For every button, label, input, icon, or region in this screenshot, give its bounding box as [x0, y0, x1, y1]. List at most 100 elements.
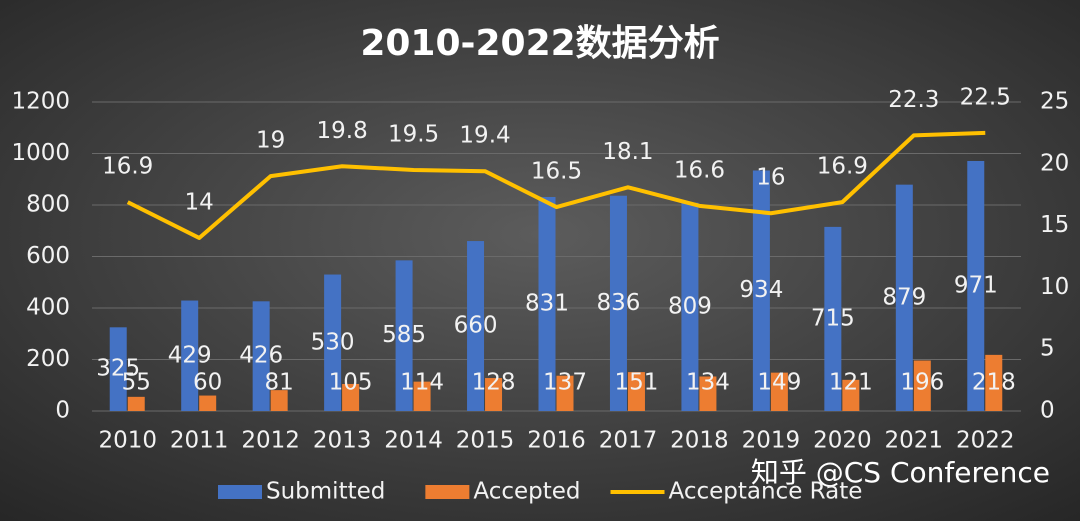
bar	[485, 378, 503, 411]
data-label: 134	[686, 370, 730, 396]
bar	[413, 381, 431, 411]
data-label: 16.9	[817, 154, 868, 180]
bar	[842, 379, 860, 411]
data-label: 934	[739, 277, 783, 303]
bar	[324, 274, 342, 411]
y2-tick-label: 20	[1040, 150, 1069, 176]
bar	[824, 226, 842, 411]
bar	[127, 396, 145, 411]
data-label: 55	[122, 370, 151, 396]
y-tick-label: 200	[26, 346, 70, 372]
data-label: 114	[400, 370, 444, 396]
legend-swatch	[218, 485, 262, 499]
bar	[270, 390, 288, 411]
bar	[985, 354, 1003, 411]
data-label: 19	[256, 128, 285, 154]
data-label: 971	[954, 272, 998, 298]
bar	[252, 301, 270, 411]
data-label: 16.5	[531, 159, 582, 185]
x-tick-label: 2011	[170, 428, 229, 454]
bar	[467, 241, 485, 411]
data-label: 831	[525, 291, 569, 317]
data-label: 325	[96, 356, 140, 382]
data-label: 22.5	[960, 84, 1011, 110]
data-label: 81	[265, 370, 294, 396]
y-tick-label: 1200	[11, 89, 70, 115]
data-label: 879	[882, 284, 926, 310]
bar	[627, 372, 645, 411]
y-tick-label: 400	[26, 295, 70, 321]
bar	[967, 160, 985, 411]
bar	[913, 360, 931, 411]
x-tick-label: 2019	[742, 428, 801, 454]
y-tick-label: 600	[26, 243, 70, 269]
y-tick-label: 0	[55, 398, 70, 424]
bar	[752, 170, 770, 411]
data-label: 19.4	[459, 123, 510, 149]
x-tick-label: 2021	[885, 428, 944, 454]
data-label: 530	[311, 329, 355, 355]
data-label: 16.6	[674, 157, 725, 183]
data-label: 196	[900, 370, 944, 396]
legend-label: Acceptance Rate	[669, 479, 863, 505]
data-label: 22.3	[888, 87, 939, 113]
x-tick-label: 2017	[599, 428, 658, 454]
bar	[556, 375, 574, 411]
legend-label: Submitted	[266, 479, 385, 505]
x-tick-label: 2020	[813, 428, 872, 454]
bar	[109, 327, 127, 411]
data-label: 121	[829, 370, 873, 396]
data-label: 585	[382, 322, 426, 348]
x-tick-label: 2022	[956, 428, 1015, 454]
y-tick-label: 800	[26, 192, 70, 218]
data-label: 105	[329, 370, 373, 396]
data-label: 149	[757, 370, 801, 396]
bar	[681, 202, 699, 411]
data-label: 137	[543, 370, 587, 396]
x-tick-label: 2010	[98, 428, 157, 454]
line	[126, 130, 986, 240]
x-tick-label: 2013	[313, 428, 372, 454]
y2-tick-label: 0	[1040, 398, 1055, 424]
legend-label: Accepted	[473, 479, 580, 505]
data-label: 14	[185, 189, 214, 215]
bar	[609, 195, 627, 411]
bar	[699, 376, 717, 411]
data-label: 19.8	[317, 118, 368, 144]
legend-swatch	[425, 485, 470, 499]
bar	[199, 395, 217, 411]
watermark: 知乎 @CS Conference	[751, 456, 1050, 489]
y2-tick-label: 10	[1040, 274, 1069, 300]
data-label: 715	[811, 305, 855, 331]
x-tick-label: 2016	[527, 428, 586, 454]
data-label: 836	[597, 290, 641, 316]
bar	[342, 383, 360, 411]
bar	[395, 260, 413, 411]
data-label: 809	[668, 293, 712, 319]
data-label: 426	[239, 343, 283, 369]
data-label: 218	[972, 370, 1016, 396]
bar	[770, 372, 788, 411]
data-label: 60	[193, 370, 222, 396]
data-label: 660	[454, 313, 498, 339]
bar	[538, 197, 556, 411]
data-label: 128	[472, 370, 516, 396]
chart-title: 2010-2022数据分析	[360, 23, 719, 64]
data-label: 18.1	[602, 139, 653, 165]
data-label: 16.9	[102, 154, 153, 180]
bar	[895, 184, 913, 411]
y2-tick-label: 25	[1040, 89, 1069, 115]
data-label: 19.5	[388, 121, 439, 147]
y2-tick-label: 5	[1040, 336, 1055, 362]
data-label: 429	[168, 342, 212, 368]
y2-tick-label: 15	[1040, 212, 1069, 238]
x-tick-label: 2014	[384, 428, 443, 454]
data-label: 16	[756, 165, 785, 191]
y-tick-label: 1000	[11, 140, 70, 166]
data-label: 151	[615, 370, 659, 396]
x-tick-label: 2012	[241, 428, 300, 454]
bar	[181, 300, 199, 411]
x-tick-label: 2015	[456, 428, 515, 454]
x-tick-label: 2018	[670, 428, 729, 454]
